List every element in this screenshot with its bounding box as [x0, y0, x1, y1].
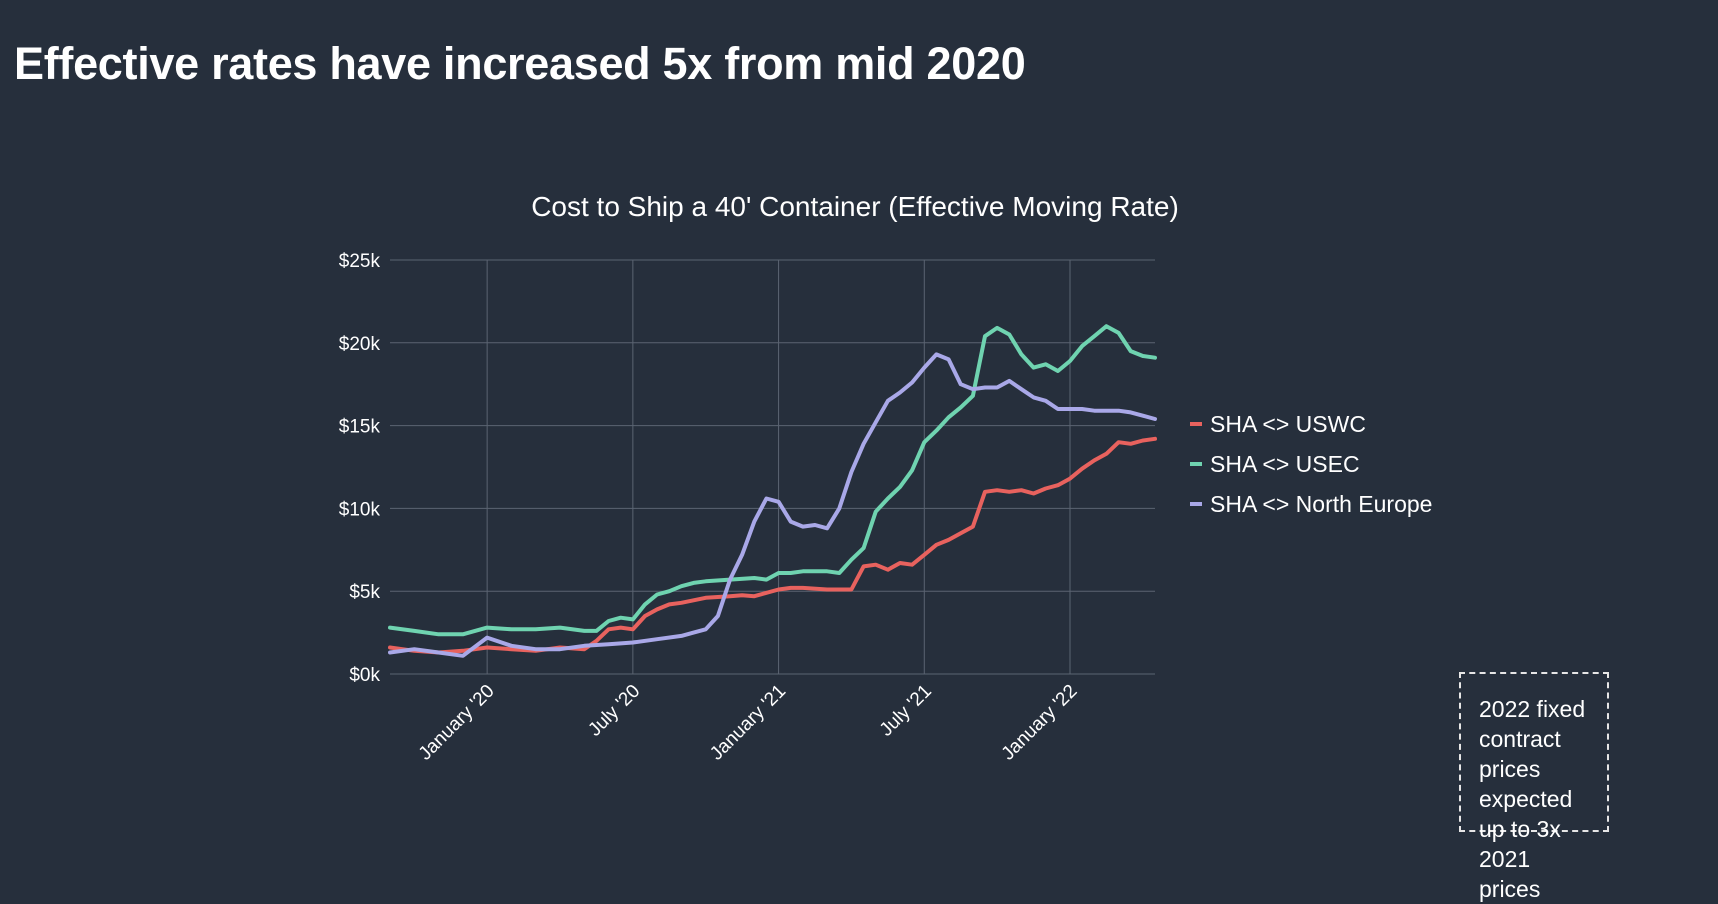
y-tick-label: $20k — [339, 334, 381, 355]
legend-label: SHA <> USEC — [1210, 451, 1360, 477]
y-tick-label: $10k — [339, 499, 381, 520]
chart-grid — [390, 259, 1155, 675]
y-tick-label: $25k — [339, 251, 381, 272]
chart-legend: SHA <> USWC SHA <> USEC SHA <> North Europ… — [1190, 411, 1432, 517]
shipping-cost-chart: Cost to Ship a 40' Container (Effective … — [339, 191, 1433, 765]
series-line-2 — [388, 352, 1157, 658]
series-line-1 — [388, 324, 1157, 637]
x-tick-label: July '21 — [876, 681, 936, 741]
series-line-0 — [388, 436, 1157, 655]
legend-label: SHA <> North Europe — [1210, 491, 1432, 517]
x-tick-label: January '20 — [415, 681, 499, 765]
x-tick-label: January '21 — [706, 681, 790, 765]
y-tick-label: $0k — [349, 665, 380, 686]
page-headline: Effective rates have increased 5x from m… — [14, 38, 1026, 89]
chart-title: Cost to Ship a 40' Container (Effective … — [531, 191, 1179, 222]
x-tick-label: January '22 — [998, 681, 1082, 765]
contract-price-note: 2022 fixed contract prices expected up t… — [1459, 672, 1609, 902]
y-tick-label: $15k — [339, 417, 381, 438]
legend-label: SHA <> USWC — [1210, 411, 1366, 437]
x-tick-label: July '20 — [584, 681, 644, 741]
chart-series — [388, 324, 1157, 658]
y-axis-labels: $0k $5k $10k $15k $20k $25k — [339, 251, 381, 686]
y-tick-label: $5k — [349, 582, 380, 603]
x-axis-labels: January '20 July '20 January '21 July '21 Ja… — [415, 681, 1082, 765]
